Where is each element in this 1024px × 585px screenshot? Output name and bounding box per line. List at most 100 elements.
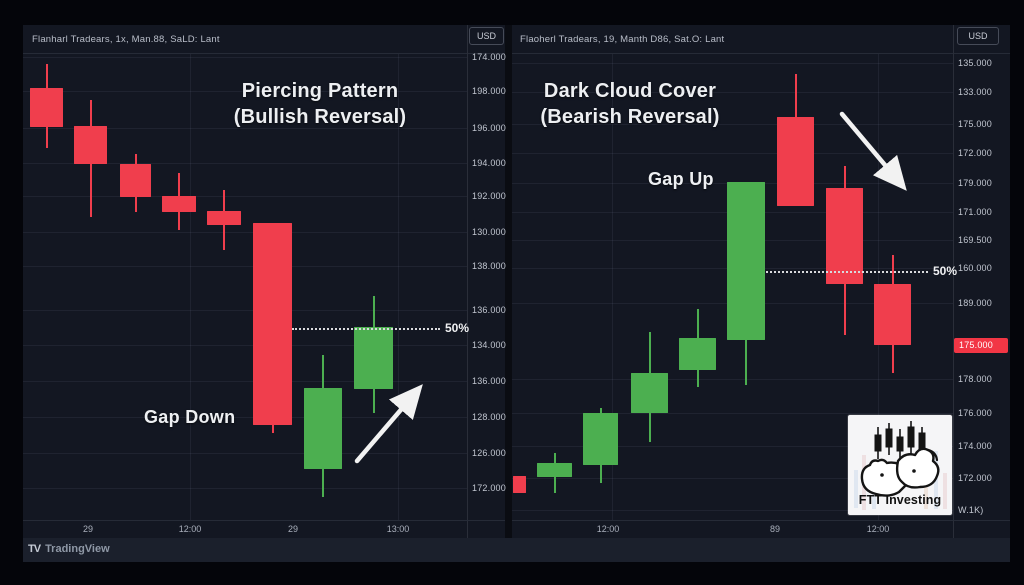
price-gridline bbox=[512, 478, 953, 479]
price-gridline bbox=[23, 345, 467, 346]
time-gridline bbox=[612, 53, 613, 520]
left-pattern-title-line2: (Bullish Reversal) bbox=[233, 106, 407, 128]
toolbar-strip bbox=[23, 538, 1010, 562]
price-tick-label: 172.000 bbox=[958, 148, 992, 158]
price-tick-label: 175.000 bbox=[958, 119, 992, 129]
price-gridline bbox=[512, 92, 953, 93]
time-gridline bbox=[190, 53, 191, 520]
left-chart-legend[interactable]: Flanharl Tradears, 1x, Man.88, SaLD: Lan… bbox=[32, 25, 462, 53]
price-tick-label: W.1K) bbox=[958, 505, 984, 515]
price-tick-label: 174.000 bbox=[958, 441, 992, 451]
candlestick bbox=[537, 463, 572, 477]
candlestick bbox=[874, 284, 911, 345]
tradingview-link[interactable]: TV TradingView bbox=[28, 543, 110, 555]
candlestick bbox=[30, 88, 63, 127]
fifty-percent-label: 50% bbox=[933, 264, 958, 278]
fifty-percent-line bbox=[292, 328, 440, 330]
panel-divider bbox=[505, 25, 512, 538]
price-gridline bbox=[512, 446, 953, 447]
candlestick bbox=[583, 413, 618, 465]
left-price-axis-border bbox=[467, 25, 468, 538]
price-gridline bbox=[512, 63, 953, 64]
price-tick-label: 126.000 bbox=[472, 448, 506, 458]
candlestick bbox=[207, 211, 241, 225]
price-gridline bbox=[23, 196, 467, 197]
time-gridline bbox=[398, 53, 399, 520]
candlestick bbox=[74, 126, 107, 164]
right-chart-legend[interactable]: Flaoherl Tradears, 19, Manth D86, Sat.O:… bbox=[520, 25, 940, 53]
price-gridline bbox=[512, 153, 953, 154]
time-tick-label: 12:00 bbox=[866, 524, 890, 534]
ftt-investing-logo: FTT Investing bbox=[848, 415, 952, 515]
left-header-divider bbox=[23, 53, 505, 54]
price-gridline bbox=[23, 91, 467, 92]
time-tick-label: 29 bbox=[82, 524, 94, 534]
price-gridline bbox=[23, 488, 467, 489]
price-tick-label: 172.000 bbox=[958, 473, 992, 483]
price-tick-label: 171.000 bbox=[958, 207, 992, 217]
price-tick-label: 189.000 bbox=[958, 298, 992, 308]
right-currency-button[interactable]: USD bbox=[957, 27, 999, 45]
price-gridline bbox=[512, 379, 953, 380]
candlestick bbox=[304, 388, 342, 469]
last-price-badge: 175.000 bbox=[954, 338, 1008, 353]
price-tick-label: 134.000 bbox=[472, 340, 506, 350]
tradingview-logo-icon: TV bbox=[28, 543, 41, 555]
right-header-divider bbox=[512, 53, 1010, 54]
tradingview-label: TradingView bbox=[45, 543, 110, 555]
candlestick bbox=[513, 476, 526, 493]
price-tick-label: 176.000 bbox=[958, 408, 992, 418]
price-tick-label: 198.000 bbox=[472, 86, 506, 96]
right-pattern-title-line1: Dark Cloud Cover bbox=[543, 80, 717, 102]
price-gridline bbox=[23, 310, 467, 311]
price-gridline bbox=[23, 453, 467, 454]
candlestick bbox=[253, 223, 292, 425]
candlestick bbox=[162, 196, 196, 212]
candlestick bbox=[631, 373, 668, 413]
candlestick bbox=[354, 327, 393, 389]
price-tick-label: 169.500 bbox=[958, 235, 992, 245]
price-tick-label: 160.000 bbox=[958, 263, 992, 273]
candlestick bbox=[727, 182, 765, 340]
fifty-percent-line bbox=[766, 271, 928, 273]
time-tick-label: 13:00 bbox=[386, 524, 410, 534]
left-chart-symbol-text: Flanharl Tradears, 1x, Man.88, SaLD: Lan… bbox=[32, 33, 220, 45]
fifty-percent-label: 50% bbox=[445, 321, 470, 335]
price-gridline bbox=[23, 128, 467, 129]
price-tick-label: 138.000 bbox=[472, 261, 506, 271]
price-gridline bbox=[23, 163, 467, 164]
candlestick bbox=[777, 117, 814, 206]
candlestick bbox=[679, 338, 716, 370]
time-tick-label: 29 bbox=[287, 524, 299, 534]
price-tick-label: 196.000 bbox=[472, 123, 506, 133]
left-pattern-title-line1: Piercing Pattern bbox=[241, 80, 399, 102]
price-tick-label: 178.000 bbox=[958, 374, 992, 384]
gap-up-label: Gap Up bbox=[648, 169, 714, 189]
price-tick-label: 194.000 bbox=[472, 158, 506, 168]
left-time-axis[interactable] bbox=[23, 520, 505, 538]
time-tick-label: 12:00 bbox=[596, 524, 620, 534]
price-tick-label: 172.000 bbox=[472, 483, 506, 493]
candlestick bbox=[826, 188, 863, 284]
bull-bear-logo-graphic bbox=[854, 421, 947, 510]
price-gridline bbox=[23, 381, 467, 382]
ftt-investing-label: FTT Investing bbox=[858, 493, 942, 507]
time-tick-label: 12:00 bbox=[178, 524, 202, 534]
candlestick bbox=[120, 164, 151, 197]
price-tick-label: 179.000 bbox=[958, 178, 992, 188]
price-gridline bbox=[23, 232, 467, 233]
time-tick-label: 89 bbox=[769, 524, 781, 534]
right-chart-symbol-text: Flaoherl Tradears, 19, Manth D86, Sat.O:… bbox=[520, 33, 725, 45]
price-gridline bbox=[23, 417, 467, 418]
left-pattern-title: Piercing Pattern (Bullish Reversal) bbox=[180, 78, 460, 130]
price-tick-label: 130.000 bbox=[472, 227, 506, 237]
price-tick-label: 192.000 bbox=[472, 191, 506, 201]
right-pattern-title: Dark Cloud Cover (Bearish Reversal) bbox=[490, 78, 770, 130]
price-gridline bbox=[512, 124, 953, 125]
price-tick-label: 128.000 bbox=[472, 412, 506, 422]
price-gridline bbox=[512, 510, 953, 511]
left-currency-button[interactable]: USD bbox=[469, 27, 504, 45]
price-gridline bbox=[23, 57, 467, 58]
price-tick-label: 174.000 bbox=[472, 52, 506, 62]
